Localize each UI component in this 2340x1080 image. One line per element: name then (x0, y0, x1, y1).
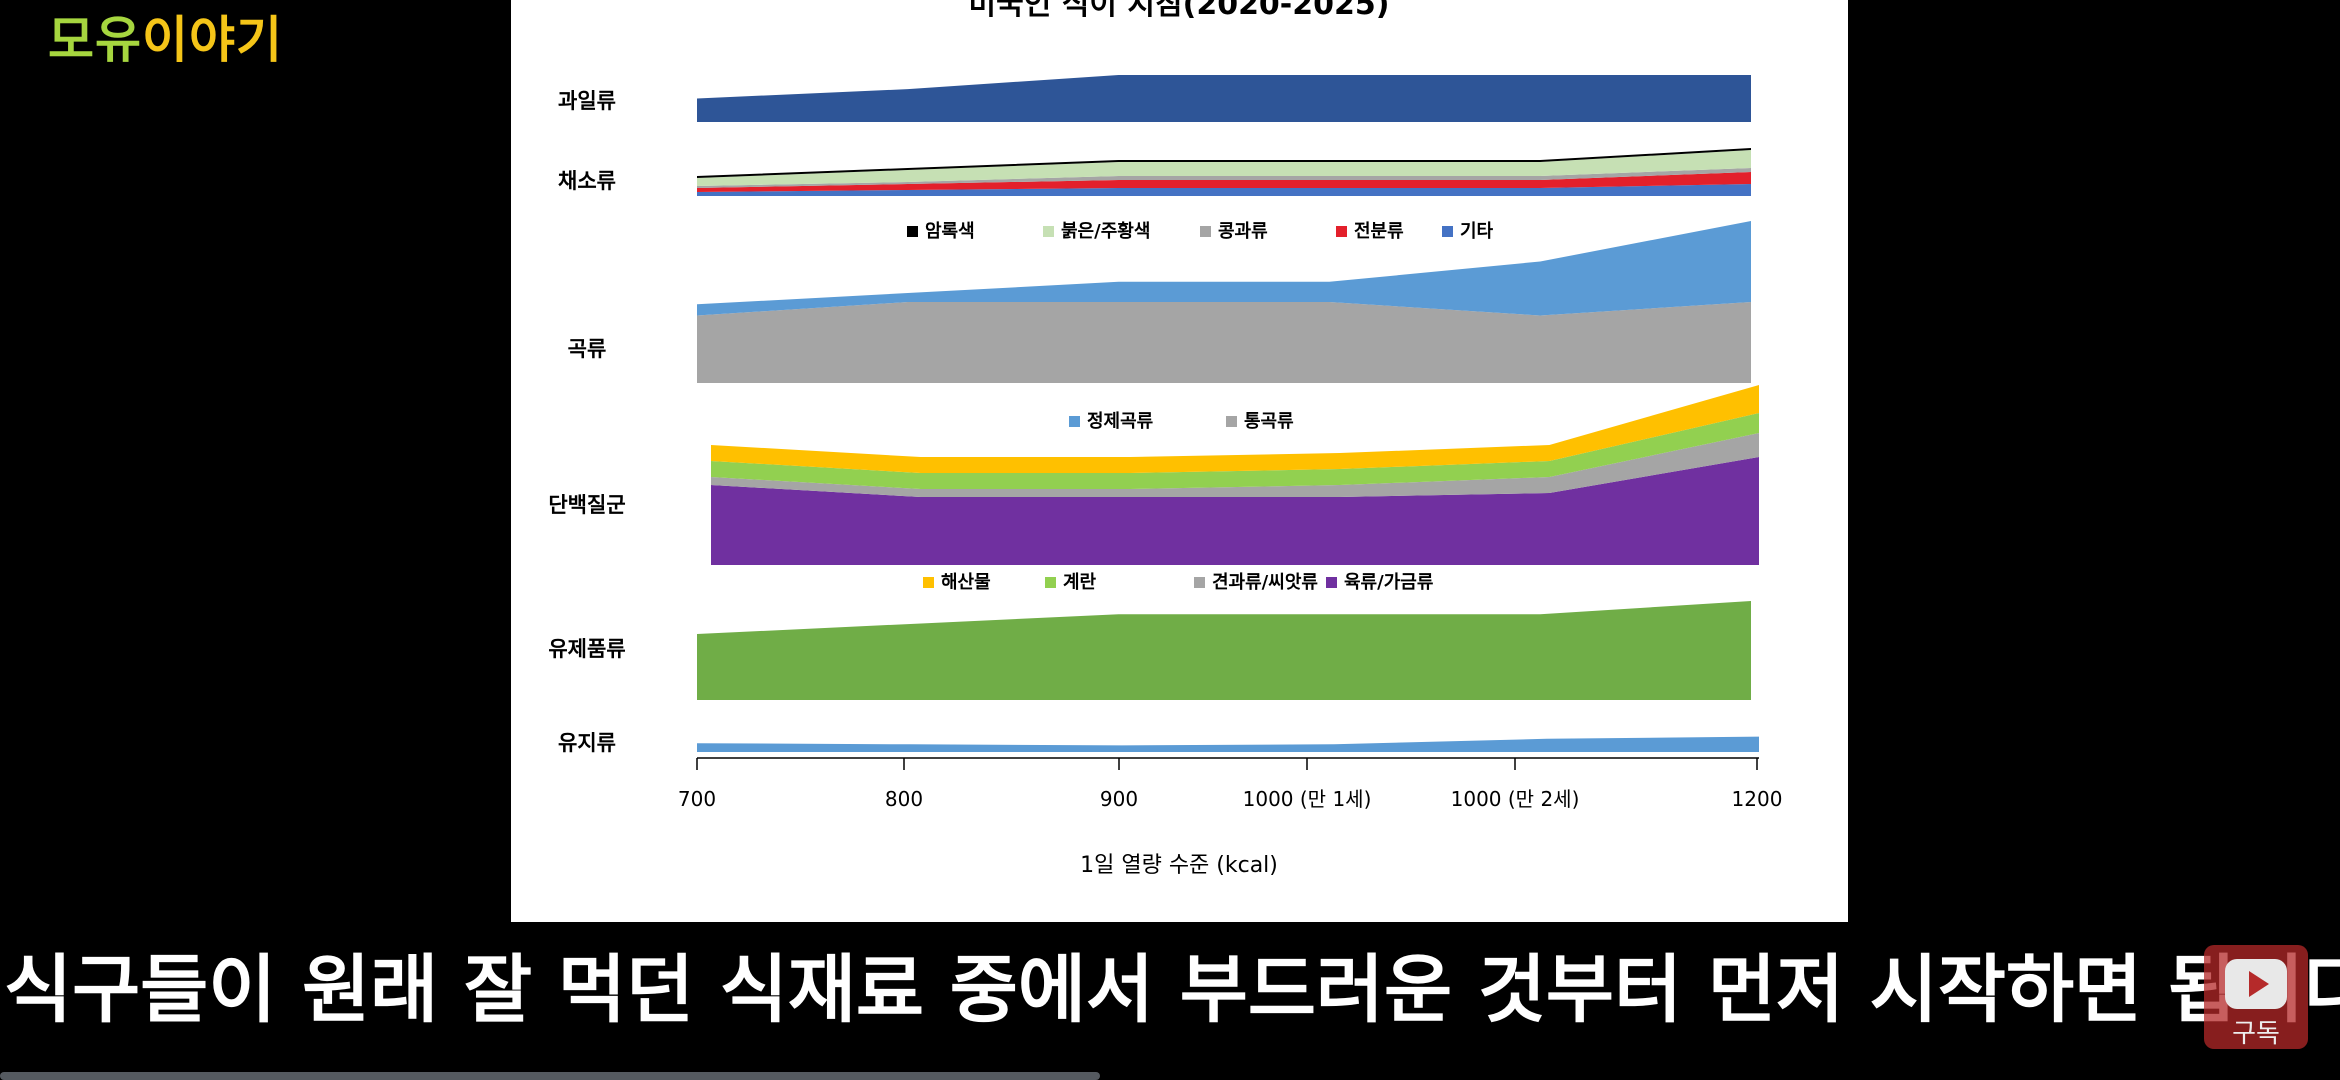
legend-label: 암록색 (925, 221, 975, 242)
legend-label: 통곡류 (1244, 411, 1294, 432)
legend-label: 육류/가금류 (1344, 572, 1433, 593)
legend-label: 붉은/주황색 (1061, 221, 1150, 242)
area-5-0 (697, 736, 1759, 752)
legend-swatch (1326, 577, 1337, 588)
area-3-2 (711, 413, 1759, 489)
subscribe-button[interactable]: 구독 (2204, 945, 2308, 1049)
channel-logo: 모유이야기 (48, 11, 283, 69)
area-1-2 (697, 168, 1751, 188)
area-4-0 (697, 601, 1751, 700)
x-tick-label: 700 (678, 787, 716, 811)
x-tick-label: 1000 (만 2세) (1451, 787, 1580, 811)
x-axis-label: 1일 열량 수준 (kcal) (1080, 853, 1278, 878)
video-progress-bar[interactable] (0, 1072, 1100, 1080)
legend-swatch (1226, 416, 1237, 427)
x-tick-label: 800 (885, 787, 923, 811)
group-label: 유지류 (558, 731, 616, 755)
group-label: 곡류 (568, 337, 607, 361)
area-3-1 (711, 433, 1759, 497)
play-icon (2225, 959, 2287, 1009)
area-1-0 (697, 184, 1751, 196)
area-3-3 (711, 385, 1759, 473)
group-label: 단백질군 (548, 493, 625, 517)
x-tick-label: 1000 (만 1세) (1243, 787, 1372, 811)
group-label: 과일류 (558, 89, 616, 113)
subscribe-label: 구독 (2232, 1019, 2280, 1049)
legend-label: 정제곡류 (1087, 411, 1153, 432)
area-0-0 (697, 75, 1751, 122)
group-label: 채소류 (558, 169, 616, 193)
legend-swatch (1200, 226, 1211, 237)
group-label: 유제품류 (548, 637, 625, 661)
legend-swatch (1336, 226, 1347, 237)
area-3-0 (711, 457, 1759, 565)
legend-label: 전분류 (1354, 221, 1404, 242)
x-tick-label: 1200 (1732, 787, 1783, 811)
legend-swatch (1043, 226, 1054, 237)
legend-swatch (923, 577, 934, 588)
legend-swatch (907, 226, 918, 237)
legend-swatch (1194, 577, 1205, 588)
chart-title: 미국인 식이 지침(2020-2025) (969, 0, 1390, 22)
legend-label: 견과류/씨앗류 (1212, 572, 1318, 593)
legend-label: 콩과류 (1218, 221, 1268, 242)
area-2-0 (697, 302, 1751, 383)
legend-label: 기타 (1460, 221, 1494, 242)
legend-swatch (1069, 416, 1080, 427)
area-1-1 (697, 172, 1751, 192)
video-subtitle: 식구들이 원래 잘 먹던 식재료 중에서 부드러운 것부터 먼저 시작하면 됩니… (4, 947, 2340, 1033)
legend-label: 해산물 (941, 572, 991, 593)
area-1-3 (697, 150, 1751, 186)
legend-label: 계란 (1063, 572, 1097, 593)
legend-swatch (1045, 577, 1056, 588)
legend-swatch (1442, 226, 1453, 237)
x-tick-label: 900 (1100, 787, 1138, 811)
area-2-1 (697, 221, 1751, 316)
